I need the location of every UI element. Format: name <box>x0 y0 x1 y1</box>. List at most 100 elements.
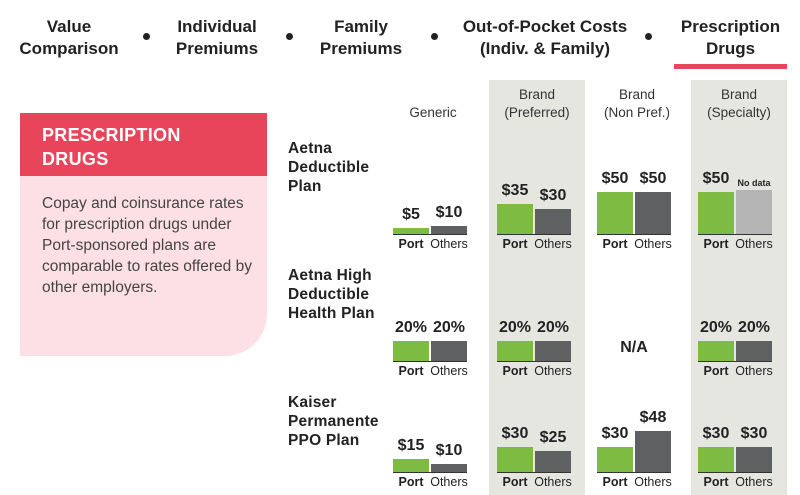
port-bar <box>698 446 734 472</box>
nav-separator-dot <box>286 33 293 40</box>
not-applicable-label: N/A <box>620 339 648 356</box>
bar-baseline <box>597 472 671 473</box>
bar-baseline <box>597 234 671 235</box>
nav-tab-line: Value <box>46 17 92 36</box>
column-header-line: Generic <box>409 105 457 120</box>
port-value-label: $15 <box>397 437 425 455</box>
others-value-label: $10 <box>435 441 463 459</box>
nav-tab-line: Prescription <box>680 17 781 36</box>
port-bar <box>393 341 429 361</box>
plan-label-line: Deductible <box>288 159 370 176</box>
plan-label-line: Plan <box>288 178 322 195</box>
nav-tab-line: Out-of-Pocket Costs <box>462 17 628 36</box>
nav-tab-value-comparison[interactable]: Value Comparison <box>14 16 124 60</box>
info-card-title: PRESCRIPTION <box>42 125 181 145</box>
plan-label-aetna-deductible: Aetna Deductible Plan <box>288 139 369 196</box>
info-card-body: Copay and coinsurance rates for prescrip… <box>42 195 252 296</box>
nav-tab-line: Premiums <box>319 39 403 58</box>
nav-tab-prescription-drugs[interactable]: Prescription Drugs <box>674 16 787 60</box>
others-axis-label: Others <box>634 237 672 251</box>
others-bar <box>736 190 772 234</box>
active-tab-underline <box>674 64 787 69</box>
column-header-brand-specialty: Brand (Specialty) <box>691 86 787 122</box>
plan-label-kaiser-ppo: Kaiser Permanente PPO Plan <box>288 393 379 450</box>
others-axis-label: Others <box>534 237 572 251</box>
port-value-label: $30 <box>501 424 529 442</box>
port-axis-label: Port <box>398 237 424 251</box>
others-value-label: $10 <box>435 203 463 221</box>
bar-baseline <box>393 234 467 235</box>
nav-tab-line: Family <box>334 17 388 36</box>
others-value-label: $25 <box>539 428 567 446</box>
others-bar <box>635 191 671 234</box>
column-header-generic: Generic <box>385 104 481 122</box>
others-value-label: $30 <box>539 186 567 204</box>
others-value-label: 20% <box>432 319 466 336</box>
nav-tab-out-of-pocket-costs[interactable]: Out-of-Pocket Costs (Indiv. & Family) <box>459 16 631 60</box>
plan-label-line: Aetna High <box>288 267 372 284</box>
port-bar <box>393 459 429 472</box>
bar-baseline <box>393 361 467 362</box>
bar-baseline <box>698 234 772 235</box>
others-bar <box>736 341 772 361</box>
nav-tab-family-premiums[interactable]: Family Premiums <box>311 16 411 60</box>
column-band-brand-specialty <box>691 80 787 495</box>
others-bar <box>535 341 571 361</box>
others-axis-label: Others <box>430 237 468 251</box>
column-header-brand-non-pref: Brand (Non Pref.) <box>589 86 685 122</box>
column-header-line: Brand <box>618 87 656 102</box>
others-bar <box>736 446 772 472</box>
info-card-title: DRUGS <box>42 149 109 169</box>
others-value-label: $30 <box>740 424 768 442</box>
bar-baseline <box>698 472 772 473</box>
nav-tab-line: Premiums <box>175 39 259 58</box>
port-axis-label: Port <box>398 475 424 489</box>
port-value-label: $30 <box>702 424 730 442</box>
nav-tab-line: Individual <box>177 17 257 36</box>
info-card: PRESCRIPTION DRUGS Copay and coinsurance… <box>20 113 267 356</box>
others-bar <box>431 341 467 361</box>
nav-tab-line: (Indiv. & Family) <box>479 39 611 58</box>
nav-separator-dot <box>143 33 150 40</box>
column-header-line: Brand <box>720 87 758 102</box>
port-bar <box>497 204 533 234</box>
info-card-header: PRESCRIPTION DRUGS <box>20 113 267 176</box>
others-axis-label: Others <box>534 364 572 378</box>
others-bar <box>535 208 571 234</box>
port-value-label: $35 <box>501 182 529 200</box>
plan-label-line: Deductible <box>288 286 370 303</box>
bar-baseline <box>497 361 571 362</box>
others-axis-label: Others <box>735 237 773 251</box>
plan-label-aetna-high-deductible: Aetna High Deductible Health Plan <box>288 266 375 323</box>
others-bar <box>431 463 467 472</box>
nav-separator-dot <box>645 33 652 40</box>
nav-tab-line: Comparison <box>19 39 119 58</box>
plan-label-line: Health Plan <box>288 305 375 322</box>
others-value-label: No data <box>737 178 771 188</box>
nav-tab-individual-premiums[interactable]: Individual Premiums <box>167 16 267 60</box>
column-header-line: (Non Pref.) <box>603 105 671 120</box>
port-axis-label: Port <box>703 364 729 378</box>
port-value-label: $50 <box>702 169 730 187</box>
column-header-line: Brand <box>518 87 556 102</box>
others-value-label: 20% <box>536 319 570 336</box>
port-axis-label: Port <box>502 475 528 489</box>
others-value-label: $50 <box>639 169 667 187</box>
nav-tab-line: Drugs <box>705 39 756 58</box>
port-axis-label: Port <box>602 475 628 489</box>
port-axis-label: Port <box>502 237 528 251</box>
others-value-label: 20% <box>737 319 771 336</box>
top-navigation: Value Comparison Individual Premiums Fam… <box>0 0 800 80</box>
port-value-label: 20% <box>498 319 532 336</box>
port-value-label: $30 <box>601 424 629 442</box>
bar-baseline <box>497 472 571 473</box>
others-axis-label: Others <box>735 364 773 378</box>
port-value-label: $5 <box>402 206 420 223</box>
port-bar <box>497 341 533 361</box>
port-bar <box>698 341 734 361</box>
bar-baseline <box>497 234 571 235</box>
plan-label-line: Kaiser <box>288 394 337 411</box>
others-bar <box>535 450 571 472</box>
others-axis-label: Others <box>430 475 468 489</box>
others-axis-label: Others <box>534 475 572 489</box>
